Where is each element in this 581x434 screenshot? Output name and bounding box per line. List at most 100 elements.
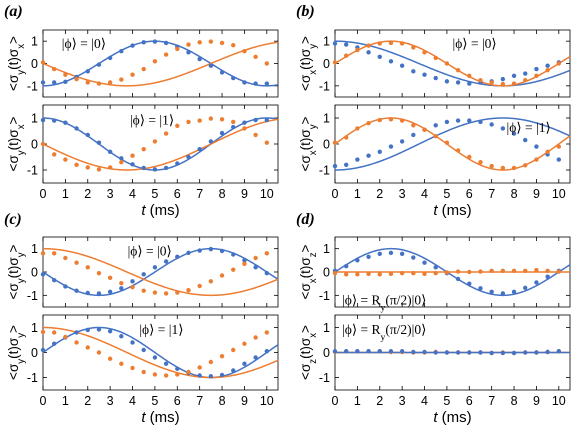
data-point-blue bbox=[444, 350, 450, 355]
y-tick-label: 0 bbox=[323, 57, 330, 71]
data-point-blue bbox=[219, 130, 225, 136]
x-tick-label: 6 bbox=[466, 394, 473, 408]
x-tick-label: 5 bbox=[151, 394, 158, 408]
data-point-orange bbox=[74, 260, 79, 265]
x-tick-label: 10 bbox=[552, 187, 566, 201]
data-point-blue bbox=[467, 281, 472, 286]
data-point-orange bbox=[444, 140, 450, 145]
y-tick-label: -1 bbox=[319, 164, 330, 178]
data-point-orange bbox=[399, 41, 405, 46]
data-point-blue bbox=[186, 250, 191, 256]
data-point-blue bbox=[343, 263, 349, 269]
x-tick-label: 9 bbox=[241, 187, 248, 201]
data-point-orange bbox=[208, 39, 214, 44]
data-point-orange bbox=[141, 288, 146, 293]
data-point-orange bbox=[433, 270, 438, 276]
data-point-blue bbox=[130, 340, 135, 345]
data-point-blue bbox=[197, 373, 202, 378]
data-point-blue bbox=[40, 117, 46, 123]
data-point-orange bbox=[264, 251, 270, 256]
data-point-orange bbox=[500, 81, 506, 87]
fit-curve-blue bbox=[334, 117, 571, 171]
data-point-orange bbox=[63, 255, 68, 261]
y-tick-label: 0 bbox=[31, 57, 38, 71]
x-tick-label: 7 bbox=[196, 187, 203, 201]
x-tick-label: 8 bbox=[511, 187, 518, 201]
data-point-orange bbox=[152, 290, 158, 295]
data-point-orange bbox=[85, 80, 90, 85]
panel-3: -1 0 1 <σx(t)σy> |ϕ⟩ = |0⟩ (b) bbox=[296, 3, 571, 98]
data-point-blue bbox=[467, 118, 472, 123]
data-point-blue bbox=[107, 55, 113, 61]
x-tick-label: 0 bbox=[40, 187, 47, 201]
data-point-blue bbox=[377, 251, 382, 256]
data-point-blue bbox=[208, 246, 214, 252]
data-point-orange bbox=[332, 270, 338, 276]
y-tick-label: 0 bbox=[31, 346, 38, 360]
data-point-orange bbox=[219, 117, 225, 122]
data-point-blue bbox=[388, 59, 394, 64]
data-point-blue bbox=[186, 50, 191, 55]
data-point-orange bbox=[74, 162, 79, 167]
data-point-orange bbox=[175, 123, 180, 128]
data-point-orange bbox=[152, 139, 158, 144]
data-point-orange bbox=[523, 78, 528, 83]
data-point-blue bbox=[332, 349, 338, 354]
data-point-orange bbox=[119, 361, 124, 366]
x-tick-label: 2 bbox=[84, 187, 91, 201]
data-point-blue bbox=[366, 153, 371, 158]
data-point-blue bbox=[366, 254, 371, 260]
data-point-blue bbox=[455, 118, 461, 123]
x-tick-label: 1 bbox=[354, 394, 361, 408]
data-point-blue bbox=[500, 126, 506, 131]
y-tick-label: 1 bbox=[31, 112, 38, 126]
data-point-orange bbox=[253, 255, 258, 261]
data-point-orange bbox=[343, 272, 349, 277]
data-point-blue bbox=[500, 76, 506, 82]
data-point-blue bbox=[152, 265, 158, 270]
data-point-blue bbox=[175, 366, 180, 371]
data-point-blue bbox=[130, 279, 135, 284]
data-point-orange bbox=[197, 118, 202, 123]
data-point-blue bbox=[467, 350, 472, 355]
data-point-blue bbox=[107, 149, 113, 154]
y-axis-label: <σy(t)σx> bbox=[6, 116, 27, 171]
data-point-orange bbox=[96, 270, 102, 276]
data-point-blue bbox=[96, 327, 102, 332]
x-tick-label: 8 bbox=[511, 394, 518, 408]
data-point-blue bbox=[478, 350, 483, 355]
data-point-blue bbox=[231, 124, 236, 130]
y-tick-label: -1 bbox=[27, 371, 38, 385]
x-tick-label: 0 bbox=[332, 187, 339, 201]
data-point-orange bbox=[411, 45, 416, 50]
x-tick-label: 5 bbox=[443, 187, 450, 201]
data-point-blue bbox=[500, 291, 506, 296]
fit-curve-blue bbox=[42, 117, 279, 171]
data-point-orange bbox=[130, 284, 135, 290]
x-tick-label: 9 bbox=[241, 394, 248, 408]
data-point-orange bbox=[163, 291, 169, 296]
data-point-blue bbox=[377, 149, 382, 154]
data-point-blue bbox=[534, 144, 539, 149]
data-point-orange bbox=[556, 269, 562, 274]
data-point-orange bbox=[467, 73, 472, 78]
x-axis-label: t (ms) bbox=[433, 409, 471, 426]
data-point-orange bbox=[411, 270, 416, 276]
data-point-blue bbox=[523, 285, 528, 291]
data-point-blue bbox=[253, 265, 258, 270]
data-point-orange bbox=[455, 68, 461, 73]
x-axis-label: t (ms) bbox=[433, 202, 471, 219]
data-point-orange bbox=[175, 290, 180, 295]
x-tick-label: 4 bbox=[421, 187, 428, 201]
panel-1: -1 0 1 <σy(t)σx> |ϕ⟩ = |0⟩ (a) bbox=[4, 3, 279, 98]
x-tick-label: 2 bbox=[376, 187, 383, 201]
data-point-orange bbox=[242, 261, 247, 267]
data-point-blue bbox=[253, 117, 258, 123]
y-tick-label: 0 bbox=[323, 346, 330, 360]
x-tick-label: 0 bbox=[332, 394, 339, 408]
data-point-blue bbox=[96, 291, 102, 296]
data-point-orange bbox=[422, 127, 427, 132]
data-point-orange bbox=[355, 126, 360, 131]
fit-curve-blue bbox=[42, 247, 279, 297]
